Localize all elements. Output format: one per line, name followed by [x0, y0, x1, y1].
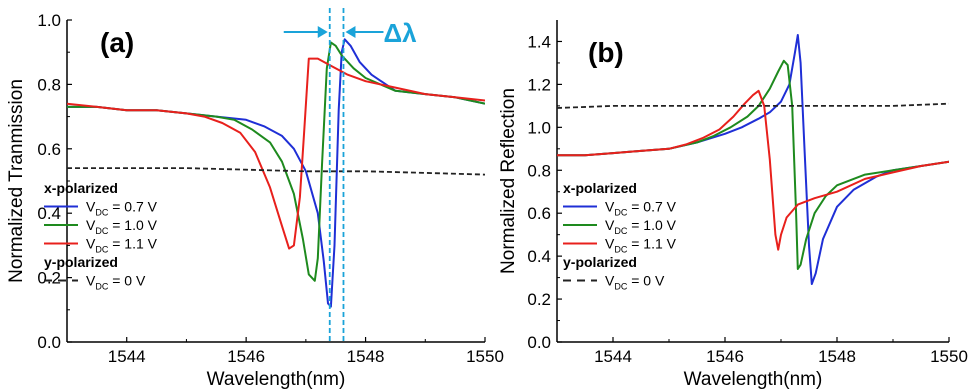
series-line-3	[67, 167, 485, 176]
x-tick-label: 1548	[347, 347, 385, 366]
legend-y-group: y-polarized	[563, 254, 637, 270]
delta-arrow-right-head	[345, 26, 356, 38]
y-tick-label: 0.0	[527, 333, 551, 352]
delta-arrow-left-head	[317, 26, 328, 38]
x-tick-label: 1544	[108, 347, 146, 366]
legend-label-1: VDC = 1.0 V	[605, 217, 677, 236]
y-tick-label: 0.8	[37, 75, 61, 94]
y-axis-label: Normalized Tranmission	[6, 79, 27, 283]
y-tick-label: 0.6	[37, 140, 61, 159]
y-axis-label: Normalized Reflection	[498, 88, 519, 274]
data-series-group	[67, 38, 485, 308]
y-tick-label: 1.2	[527, 75, 551, 94]
y-tick-label: 0.4	[527, 247, 551, 266]
y-tick-label: 1.0	[527, 118, 551, 137]
y-tick-label: 0.4	[37, 204, 61, 223]
y-tick-label: 0.6	[527, 204, 551, 223]
series-line-1	[557, 59, 949, 270]
panel-b: 0.0 0.2 0.4 0.6 0.8 1.0 1.2 1.4 1544 1546 1548 1550…	[498, 20, 968, 389]
legend-label-3: VDC = 0 V	[86, 273, 146, 292]
series-line-2	[67, 57, 485, 250]
series-line-2	[557, 89, 949, 251]
series-line-3	[557, 102, 949, 109]
x-tick-label: 1544	[594, 347, 632, 366]
x-axis-label: Wavelength(nm)	[684, 369, 823, 389]
y-tick-label: 0.2	[527, 290, 551, 309]
x-tick-label: 1550	[466, 347, 504, 366]
y-tick-label: 1.0	[37, 11, 61, 30]
panel-label: (b)	[588, 37, 624, 68]
x-tick-label: 1550	[930, 347, 968, 366]
x-tick-label: 1546	[706, 347, 744, 366]
delta-lambda-label: Δλ	[383, 18, 417, 48]
panel-a: 0.0 0.2 0.4 0.6 0.8 1.0 1544 1546 1548 1550 Wavele…	[6, 8, 504, 389]
legend-label-2: VDC = 1.1 V	[605, 236, 677, 255]
legend-y-group: y-polarized	[44, 254, 118, 270]
legend-label-1: VDC = 1.0 V	[86, 217, 158, 236]
data-series-group	[557, 34, 949, 285]
legend-label-3: VDC = 0 V	[605, 273, 665, 292]
panel-label: (a)	[100, 27, 134, 58]
legend-label-2: VDC = 1.1 V	[86, 236, 158, 255]
y-tick-label: 1.4	[527, 32, 551, 51]
legend-label-0: VDC = 0.7 V	[86, 199, 158, 218]
y-tick-label: 0.0	[37, 333, 61, 352]
legend-x-group: x-polarized	[44, 180, 118, 196]
legend-label-0: VDC = 0.7 V	[605, 199, 677, 218]
y-tick-label: 0.2	[37, 269, 61, 288]
legend-x-group: x-polarized	[563, 180, 637, 196]
x-axis-label: Wavelength(nm)	[207, 369, 346, 389]
y-tick-label: 0.8	[527, 161, 551, 180]
x-tick-label: 1546	[227, 347, 265, 366]
x-tick-label: 1548	[818, 347, 856, 366]
